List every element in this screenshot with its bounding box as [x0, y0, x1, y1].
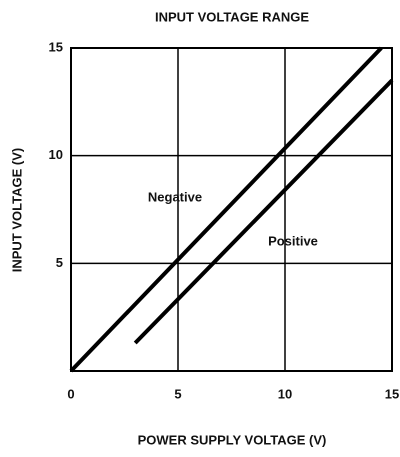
chart-title: INPUT VOLTAGE RANGE [155, 9, 309, 24]
y-tick-label: 5 [56, 255, 63, 270]
x-tick-label: 15 [385, 386, 399, 401]
x-axis-label: POWER SUPPLY VOLTAGE (V) [138, 432, 327, 447]
y-axis-label: INPUT VOLTAGE (V) [9, 148, 24, 272]
series-label: Negative [148, 189, 202, 204]
x-tick-label: 10 [278, 386, 292, 401]
data-line [69, 46, 383, 373]
y-tick-label: 10 [49, 147, 63, 162]
x-tick-label: 5 [174, 386, 181, 401]
x-tick-label: 0 [67, 386, 74, 401]
data-line [133, 78, 394, 345]
series-label: Positive [268, 233, 318, 248]
y-tick-label: 15 [49, 39, 63, 54]
